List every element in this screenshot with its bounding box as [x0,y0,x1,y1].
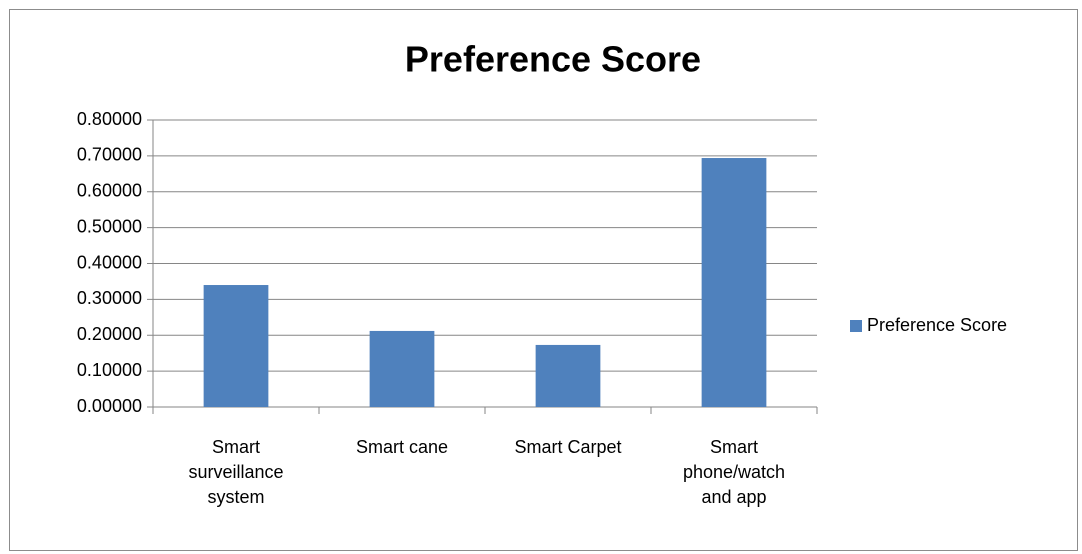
y-tick-label: 0.20000 [77,324,142,344]
y-tick-label: 0.80000 [77,109,142,129]
bar [369,330,435,407]
y-tick-label: 0.70000 [77,145,142,165]
x-tick-label: Smart phone/watch and app [682,437,786,507]
bar [535,344,601,407]
chart-title: Preference Score [405,39,701,80]
x-tick-label: Smart Carpet [514,437,622,457]
legend-swatch [850,320,862,332]
bar [203,285,269,407]
y-tick-label: 0.00000 [77,396,142,416]
x-tick-label: Smart surveillance system [188,437,284,507]
y-tick-label: 0.60000 [77,181,142,201]
y-tick-label: 0.30000 [77,288,142,308]
y-tick-label: 0.10000 [77,360,142,380]
chart-border [9,9,1078,551]
bar [701,158,767,407]
y-tick-label: 0.40000 [77,252,142,272]
legend-label: Preference Score [867,315,1007,335]
y-tick-label: 0.50000 [77,216,142,236]
x-tick-label: Smart cane [355,437,449,457]
